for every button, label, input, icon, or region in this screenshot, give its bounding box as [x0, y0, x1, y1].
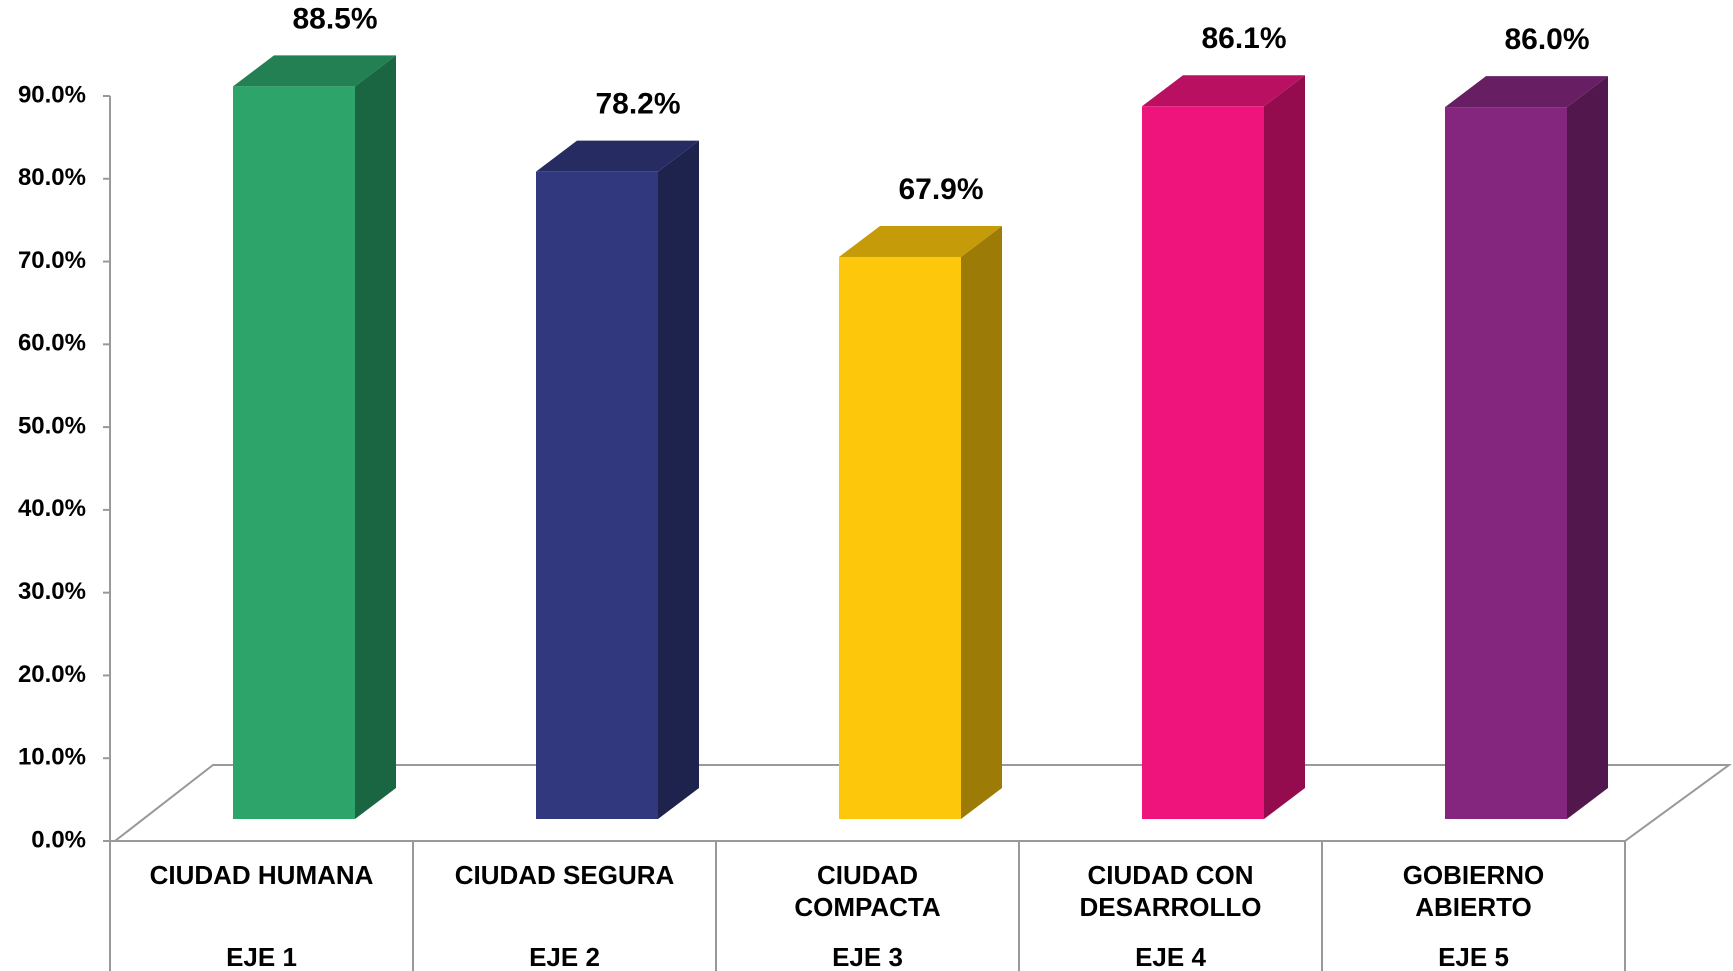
- bar: [1445, 107, 1567, 820]
- x-tick-label: CIUDAD COMPACTA: [794, 860, 941, 922]
- value-label: 78.2%: [595, 88, 680, 121]
- x-tick-label: GOBIERNO ABIERTO: [1402, 860, 1545, 922]
- x-tick-label: CIUDAD HUMANA: [149, 860, 374, 890]
- bar-side: [961, 225, 1002, 819]
- bar: [233, 86, 355, 819]
- y-tick-label: 0.0%: [31, 826, 86, 853]
- value-label: 88.5%: [292, 2, 377, 35]
- value-label: 67.9%: [898, 173, 983, 206]
- group-label: EJE 1: [226, 942, 297, 971]
- bar: [1142, 106, 1264, 820]
- bar-top: [839, 225, 1002, 257]
- value-label: 86.0%: [1504, 23, 1589, 56]
- bar-side: [1567, 76, 1608, 820]
- y-tick-label: 50.0%: [18, 412, 86, 439]
- y-tick-label: 60.0%: [18, 330, 86, 357]
- bar-side: [658, 140, 699, 819]
- bar-side: [355, 55, 396, 819]
- y-tick-label: 90.0%: [18, 81, 86, 108]
- y-tick-label: 20.0%: [18, 661, 86, 688]
- bar-side: [1264, 75, 1305, 820]
- y-tick-label: 10.0%: [18, 744, 86, 771]
- x-tick-label: CIUDAD SEGURA: [454, 860, 675, 890]
- y-tick-label: 70.0%: [18, 247, 86, 274]
- group-label: EJE 4: [1135, 942, 1206, 971]
- group-label: EJE 3: [832, 942, 903, 971]
- group-label: EJE 2: [529, 942, 600, 971]
- group-label: EJE 5: [1438, 942, 1509, 971]
- bar: [839, 256, 961, 819]
- x-tick-label: CIUDAD CON DESARROLLO: [1079, 860, 1262, 922]
- bar-top: [1445, 76, 1608, 108]
- bar-top: [536, 140, 699, 172]
- bar-top: [1142, 75, 1305, 107]
- y-tick-label: 40.0%: [18, 495, 86, 522]
- y-tick-label: 30.0%: [18, 578, 86, 605]
- y-tick-label: 80.0%: [18, 164, 86, 191]
- bar-top: [233, 55, 396, 87]
- bar: [536, 171, 658, 819]
- value-label: 86.1%: [1201, 22, 1286, 55]
